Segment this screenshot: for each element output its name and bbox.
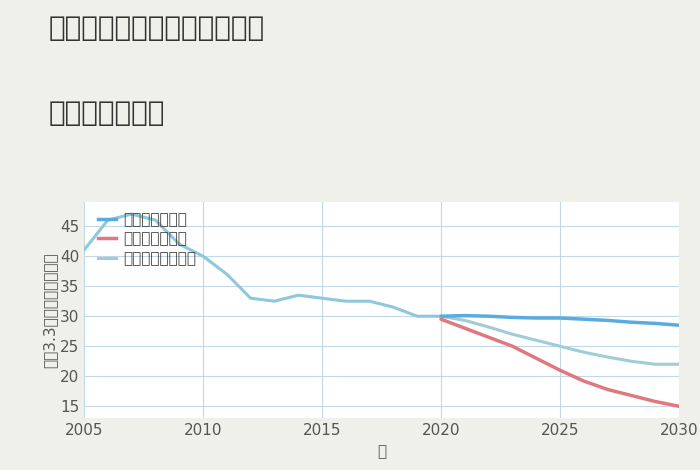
X-axis label: 年: 年 <box>377 444 386 459</box>
Text: 土地の価格推移: 土地の価格推移 <box>49 99 165 127</box>
Y-axis label: 平（3.3㎡）単価（万円）: 平（3.3㎡）単価（万円） <box>42 252 57 368</box>
Legend: グッドシナリオ, バッドシナリオ, ノーマルシナリオ: グッドシナリオ, バッドシナリオ, ノーマルシナリオ <box>97 212 197 266</box>
Text: 埼玉県児玉郡上里町大御堂の: 埼玉県児玉郡上里町大御堂の <box>49 14 265 42</box>
